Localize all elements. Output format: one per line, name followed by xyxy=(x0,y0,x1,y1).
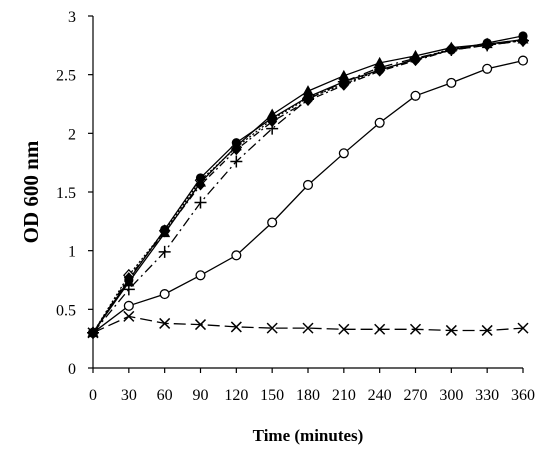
y-axis-title: OD 600 nm xyxy=(19,140,43,243)
series-6-point-12 xyxy=(517,322,529,334)
y-tick-label: 1.5 xyxy=(56,185,76,202)
series-6-point-7 xyxy=(338,323,350,335)
x-tick-label: 210 xyxy=(332,387,356,404)
series-5-point-7 xyxy=(338,148,349,159)
series-0-point-4 xyxy=(231,138,241,148)
x-ticks: 0 30 60 90 120 150 180 210 240 270 300 330 360 xyxy=(89,368,535,404)
y-tick-label: 0 xyxy=(68,361,76,378)
series-5-point-3 xyxy=(195,270,206,281)
series-6-point-4 xyxy=(230,321,242,333)
series-4-point-2 xyxy=(158,245,171,258)
series-0-point-6 xyxy=(303,92,313,102)
series-5-point-8 xyxy=(374,117,385,128)
y-tick-label: 3 xyxy=(68,9,76,26)
series-6-point-1 xyxy=(123,310,135,322)
series-1-point-8 xyxy=(374,56,386,67)
series-5-point-11 xyxy=(482,63,493,74)
series-5-point-2 xyxy=(159,289,170,300)
y-tick-label: 2.5 xyxy=(56,68,76,85)
x-tick-label: 240 xyxy=(368,387,392,404)
series-6-point-8 xyxy=(374,323,386,335)
x-tick-label: 300 xyxy=(439,387,463,404)
series-1-point-6 xyxy=(302,85,314,96)
x-tick-label: 60 xyxy=(157,387,173,404)
y-tick-label: 0.5 xyxy=(56,302,76,319)
y-tick-label: 1 xyxy=(68,244,76,261)
series-5-point-1 xyxy=(123,300,134,311)
x-tick-label: 150 xyxy=(260,387,284,404)
y-tick-label: 2 xyxy=(68,126,76,143)
series-0-point-8 xyxy=(375,65,385,75)
series-0-point-2 xyxy=(160,224,170,235)
series-0-point-7 xyxy=(339,77,349,87)
series-0-point-10 xyxy=(446,45,456,55)
series-0-point-3 xyxy=(195,173,206,183)
series-6-markers xyxy=(87,310,529,339)
series-6-point-6 xyxy=(302,322,314,334)
series-0-point-9 xyxy=(410,54,421,65)
x-tick-label: 270 xyxy=(404,387,428,404)
series-0-point-5 xyxy=(267,113,277,123)
series-1-point-7 xyxy=(338,69,350,80)
x-tick-label: 360 xyxy=(511,387,535,404)
series-0-point-1 xyxy=(124,275,134,285)
x-tick-label: 30 xyxy=(121,387,137,404)
series-6-point-3 xyxy=(194,319,207,331)
series-6-point-11 xyxy=(481,324,493,336)
series-6-point-9 xyxy=(409,323,422,335)
series-5-point-6 xyxy=(302,179,314,191)
y-ticks: 0 0.5 1 1.5 2 2.5 3 xyxy=(56,9,93,378)
series-line-6 xyxy=(92,315,524,334)
series-0-point-0 xyxy=(88,328,98,338)
axes xyxy=(92,16,523,369)
series-4-point-4 xyxy=(230,155,243,168)
series-0-point-12 xyxy=(518,31,528,41)
x-tick-label: 0 xyxy=(89,387,97,404)
x-tick-label: 330 xyxy=(475,387,499,404)
series-5-point-10 xyxy=(446,77,457,88)
series-0-point-11 xyxy=(482,38,492,48)
x-tick-label: 180 xyxy=(296,387,320,404)
x-tick-label: 120 xyxy=(224,387,248,404)
series-4-point-3 xyxy=(194,196,207,209)
series-6-point-5 xyxy=(266,322,278,334)
series-0-markers xyxy=(88,31,528,338)
series-layer xyxy=(87,31,529,340)
series-6-point-10 xyxy=(445,324,457,336)
series-5-point-9 xyxy=(410,90,421,101)
x-axis-title: Time (minutes) xyxy=(253,426,364,445)
series-5-point-5 xyxy=(267,217,278,228)
x-tick-label: 90 xyxy=(193,387,209,404)
series-6-point-2 xyxy=(159,317,171,329)
series-5-point-12 xyxy=(517,55,529,66)
series-5-point-4 xyxy=(231,250,242,261)
